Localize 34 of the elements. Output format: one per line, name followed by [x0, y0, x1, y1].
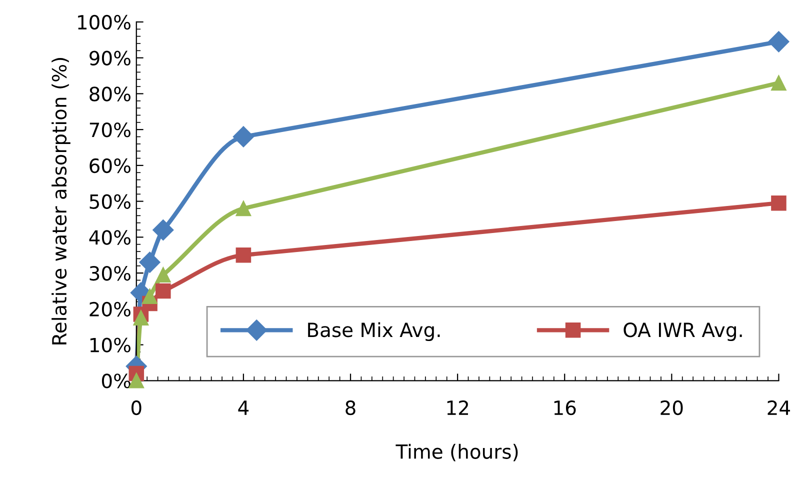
point	[152, 219, 174, 241]
point	[133, 310, 149, 326]
x-tick-label: 20	[660, 400, 683, 416]
y-tick-label: 90%	[90, 50, 130, 66]
point	[236, 247, 252, 263]
y-tick-label: 50%	[90, 194, 130, 209]
point	[771, 195, 786, 211]
x-tick-label: 8	[346, 400, 356, 416]
point	[768, 31, 790, 52]
x-tick-label: 24	[768, 400, 790, 415]
y-tick-label: 70%	[90, 122, 130, 138]
x-tick-label: 12	[447, 400, 468, 415]
x-tick-label: 4	[238, 400, 249, 415]
point	[139, 252, 160, 273]
y-tick-label: 20%	[90, 302, 130, 317]
y-tick-label: 80%	[90, 86, 130, 102]
point	[156, 267, 171, 282]
y-tick-label: 40%	[89, 230, 130, 245]
point	[236, 200, 252, 216]
x-tick-label: 16	[554, 400, 576, 416]
y-tick-label: 100%	[78, 14, 130, 30]
point	[232, 126, 254, 148]
x-tick-label: 0	[131, 400, 142, 416]
point	[771, 75, 786, 91]
y-axis-title: Relative water absorption (%)	[52, 58, 70, 344]
point	[156, 283, 171, 299]
legend-label: Base Mix Avg.	[308, 322, 440, 342]
y-tick-label: 60%	[90, 158, 130, 174]
point	[142, 288, 158, 304]
legend-label: OA IWR Avg.	[624, 322, 742, 342]
y-tick-label: 30%	[90, 266, 130, 281]
y-tick-label: 0%	[102, 374, 130, 388]
y-tick-label: 10%	[90, 338, 130, 352]
x-axis-title: Time (hours)	[396, 444, 518, 462]
